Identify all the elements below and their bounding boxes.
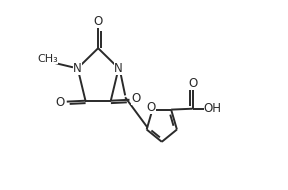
- Text: O: O: [56, 96, 65, 109]
- Text: O: O: [131, 92, 141, 105]
- Text: N: N: [114, 62, 123, 75]
- Text: OH: OH: [204, 102, 222, 115]
- Text: N: N: [73, 62, 82, 75]
- Text: CH₃: CH₃: [38, 54, 58, 64]
- Text: O: O: [188, 77, 197, 90]
- Text: O: O: [94, 15, 103, 28]
- Text: O: O: [147, 101, 156, 114]
